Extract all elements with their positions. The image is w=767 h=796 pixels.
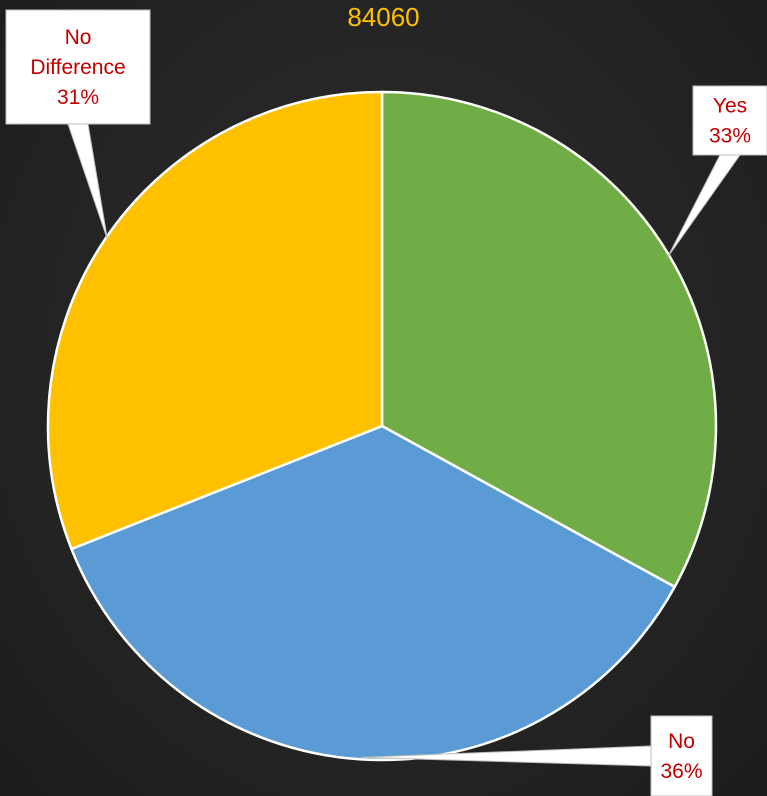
data-label-percent: 31% bbox=[57, 86, 99, 109]
callout-box bbox=[5, 9, 151, 125]
chart-title: 84060 bbox=[347, 2, 420, 32]
data-label-category: No bbox=[65, 26, 92, 49]
pie-slice-yes bbox=[380, 90, 718, 589]
callout-no: No 36% bbox=[361, 715, 713, 796]
data-label-category: Difference bbox=[30, 56, 125, 79]
data-label-category: No bbox=[668, 730, 695, 753]
pie-slice-no bbox=[70, 424, 676, 762]
slices-layer bbox=[46, 90, 718, 762]
pie-slice-no-difference bbox=[46, 90, 384, 551]
callout-pointer bbox=[67, 123, 108, 240]
data-label-category: Yes bbox=[713, 95, 747, 118]
callout-box bbox=[692, 85, 767, 156]
callout-pointer bbox=[667, 154, 741, 258]
callout-box bbox=[650, 715, 713, 796]
callout-no-difference: No Difference 31% bbox=[5, 9, 151, 240]
callouts-layer: Yes 33% No 36% No Difference 31% bbox=[5, 9, 767, 796]
callout-yes: Yes 33% bbox=[667, 85, 767, 258]
data-label-percent: 36% bbox=[660, 760, 702, 783]
data-label-percent: 33% bbox=[709, 125, 751, 148]
